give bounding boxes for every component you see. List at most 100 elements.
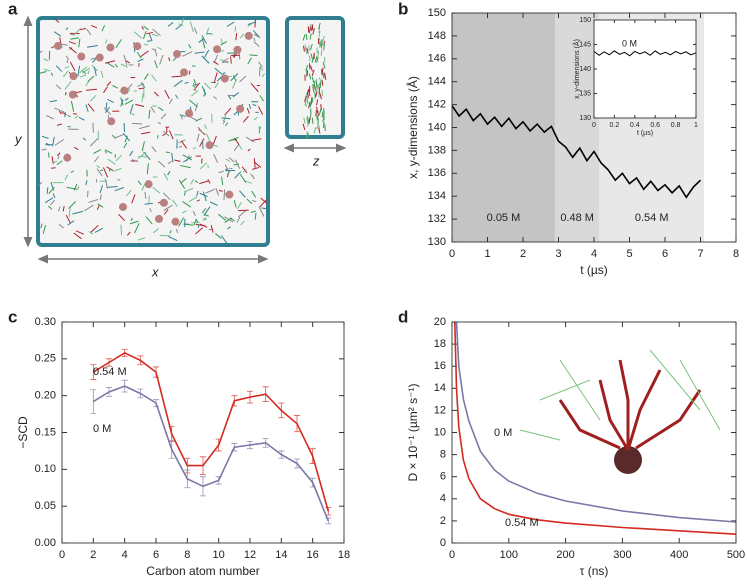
lipid: [180, 178, 187, 184]
ion: [63, 153, 72, 162]
lipid: [199, 192, 208, 198]
ion: [159, 198, 168, 207]
lipid: [53, 31, 62, 37]
lipid: [137, 180, 142, 186]
lipid: [85, 79, 91, 87]
lipid: [150, 106, 156, 113]
y-tick-label: 12: [434, 404, 446, 416]
x-tick-label: 12: [244, 549, 256, 561]
lipid: [79, 74, 87, 78]
lipid: [259, 95, 264, 102]
lipid: [221, 176, 224, 186]
lipid: [107, 158, 116, 165]
lipid: [241, 166, 248, 174]
lipid: [56, 152, 61, 156]
lipid: [180, 165, 191, 169]
lipid: [202, 191, 207, 202]
lipid: [254, 19, 256, 28]
x-tick-label: 6: [153, 549, 159, 561]
lipid: [306, 117, 309, 124]
lipid: [140, 82, 146, 88]
bilayer-side: [285, 16, 345, 139]
lipid: [316, 113, 319, 120]
y-tick-label: 8: [440, 449, 446, 461]
lipid: [318, 30, 321, 38]
ion: [106, 43, 115, 52]
lipid: [246, 107, 250, 114]
y-tick-label: 134: [428, 190, 446, 202]
lipid: [212, 61, 219, 65]
lipid: [222, 114, 227, 125]
lipid: [252, 104, 257, 107]
x-tick-label: 0.4: [630, 122, 640, 129]
lipid: [303, 117, 306, 124]
lipid: [202, 93, 206, 97]
lipid: [151, 74, 157, 82]
lipid: [317, 82, 321, 89]
lipid: [310, 24, 313, 31]
lipid: [96, 168, 103, 177]
lipid: [310, 53, 314, 60]
lipid: [232, 75, 237, 82]
lipid: [311, 83, 315, 91]
lipid: [152, 28, 161, 37]
lipid: [87, 75, 95, 83]
lipid: [169, 230, 172, 234]
lipid: [64, 65, 70, 69]
lipid: [152, 186, 161, 194]
lipid: [197, 126, 204, 134]
region-label: 0.05 M: [487, 212, 521, 224]
lipid: [127, 83, 133, 90]
lipid: [190, 179, 194, 185]
lipid: [50, 72, 53, 76]
lipid: [258, 206, 265, 217]
ion: [213, 45, 222, 54]
lipid: [319, 92, 322, 100]
lipid: [253, 33, 259, 38]
lipid: [89, 138, 98, 147]
lipid: [302, 123, 306, 130]
data-line: [451, 105, 702, 199]
lipid: [49, 100, 58, 103]
lipid: [130, 217, 133, 222]
region: [452, 13, 555, 242]
lipid: [195, 117, 203, 122]
lipid: [228, 157, 235, 163]
lipid: [47, 205, 53, 210]
y-tick-label: 144: [428, 76, 446, 88]
lipid: [178, 145, 183, 148]
lipid: [258, 66, 261, 77]
y-tick-label: 150: [579, 17, 591, 24]
lipid: [212, 135, 217, 146]
lipid: [171, 199, 178, 207]
lipid: [158, 160, 166, 168]
ion: [180, 68, 189, 77]
lipid: [302, 34, 306, 41]
lipid: [231, 78, 238, 89]
y-tick-label: 4: [440, 493, 446, 505]
lipid: [62, 205, 65, 212]
lipid: [193, 78, 196, 85]
lipid: [148, 109, 151, 119]
lipid: [43, 68, 51, 72]
lipid: [72, 210, 83, 215]
lipid: [153, 227, 159, 234]
lipid: [124, 99, 134, 105]
lipid: [206, 33, 213, 35]
lipid: [322, 119, 326, 126]
lipid: [226, 21, 235, 27]
lipid: [242, 115, 249, 123]
ion: [171, 217, 180, 226]
lipid: [73, 183, 78, 191]
lipid: [105, 39, 108, 44]
lipid: [163, 172, 169, 181]
lipid: [86, 88, 98, 91]
lipid: [54, 18, 60, 23]
lipid: [66, 186, 78, 190]
y-tick-label: 14: [434, 382, 446, 394]
lipid: [316, 99, 319, 106]
y-tick-label: 140: [428, 121, 446, 133]
lipid: [234, 171, 242, 179]
lipid: [321, 35, 325, 43]
lipid: [253, 158, 256, 168]
